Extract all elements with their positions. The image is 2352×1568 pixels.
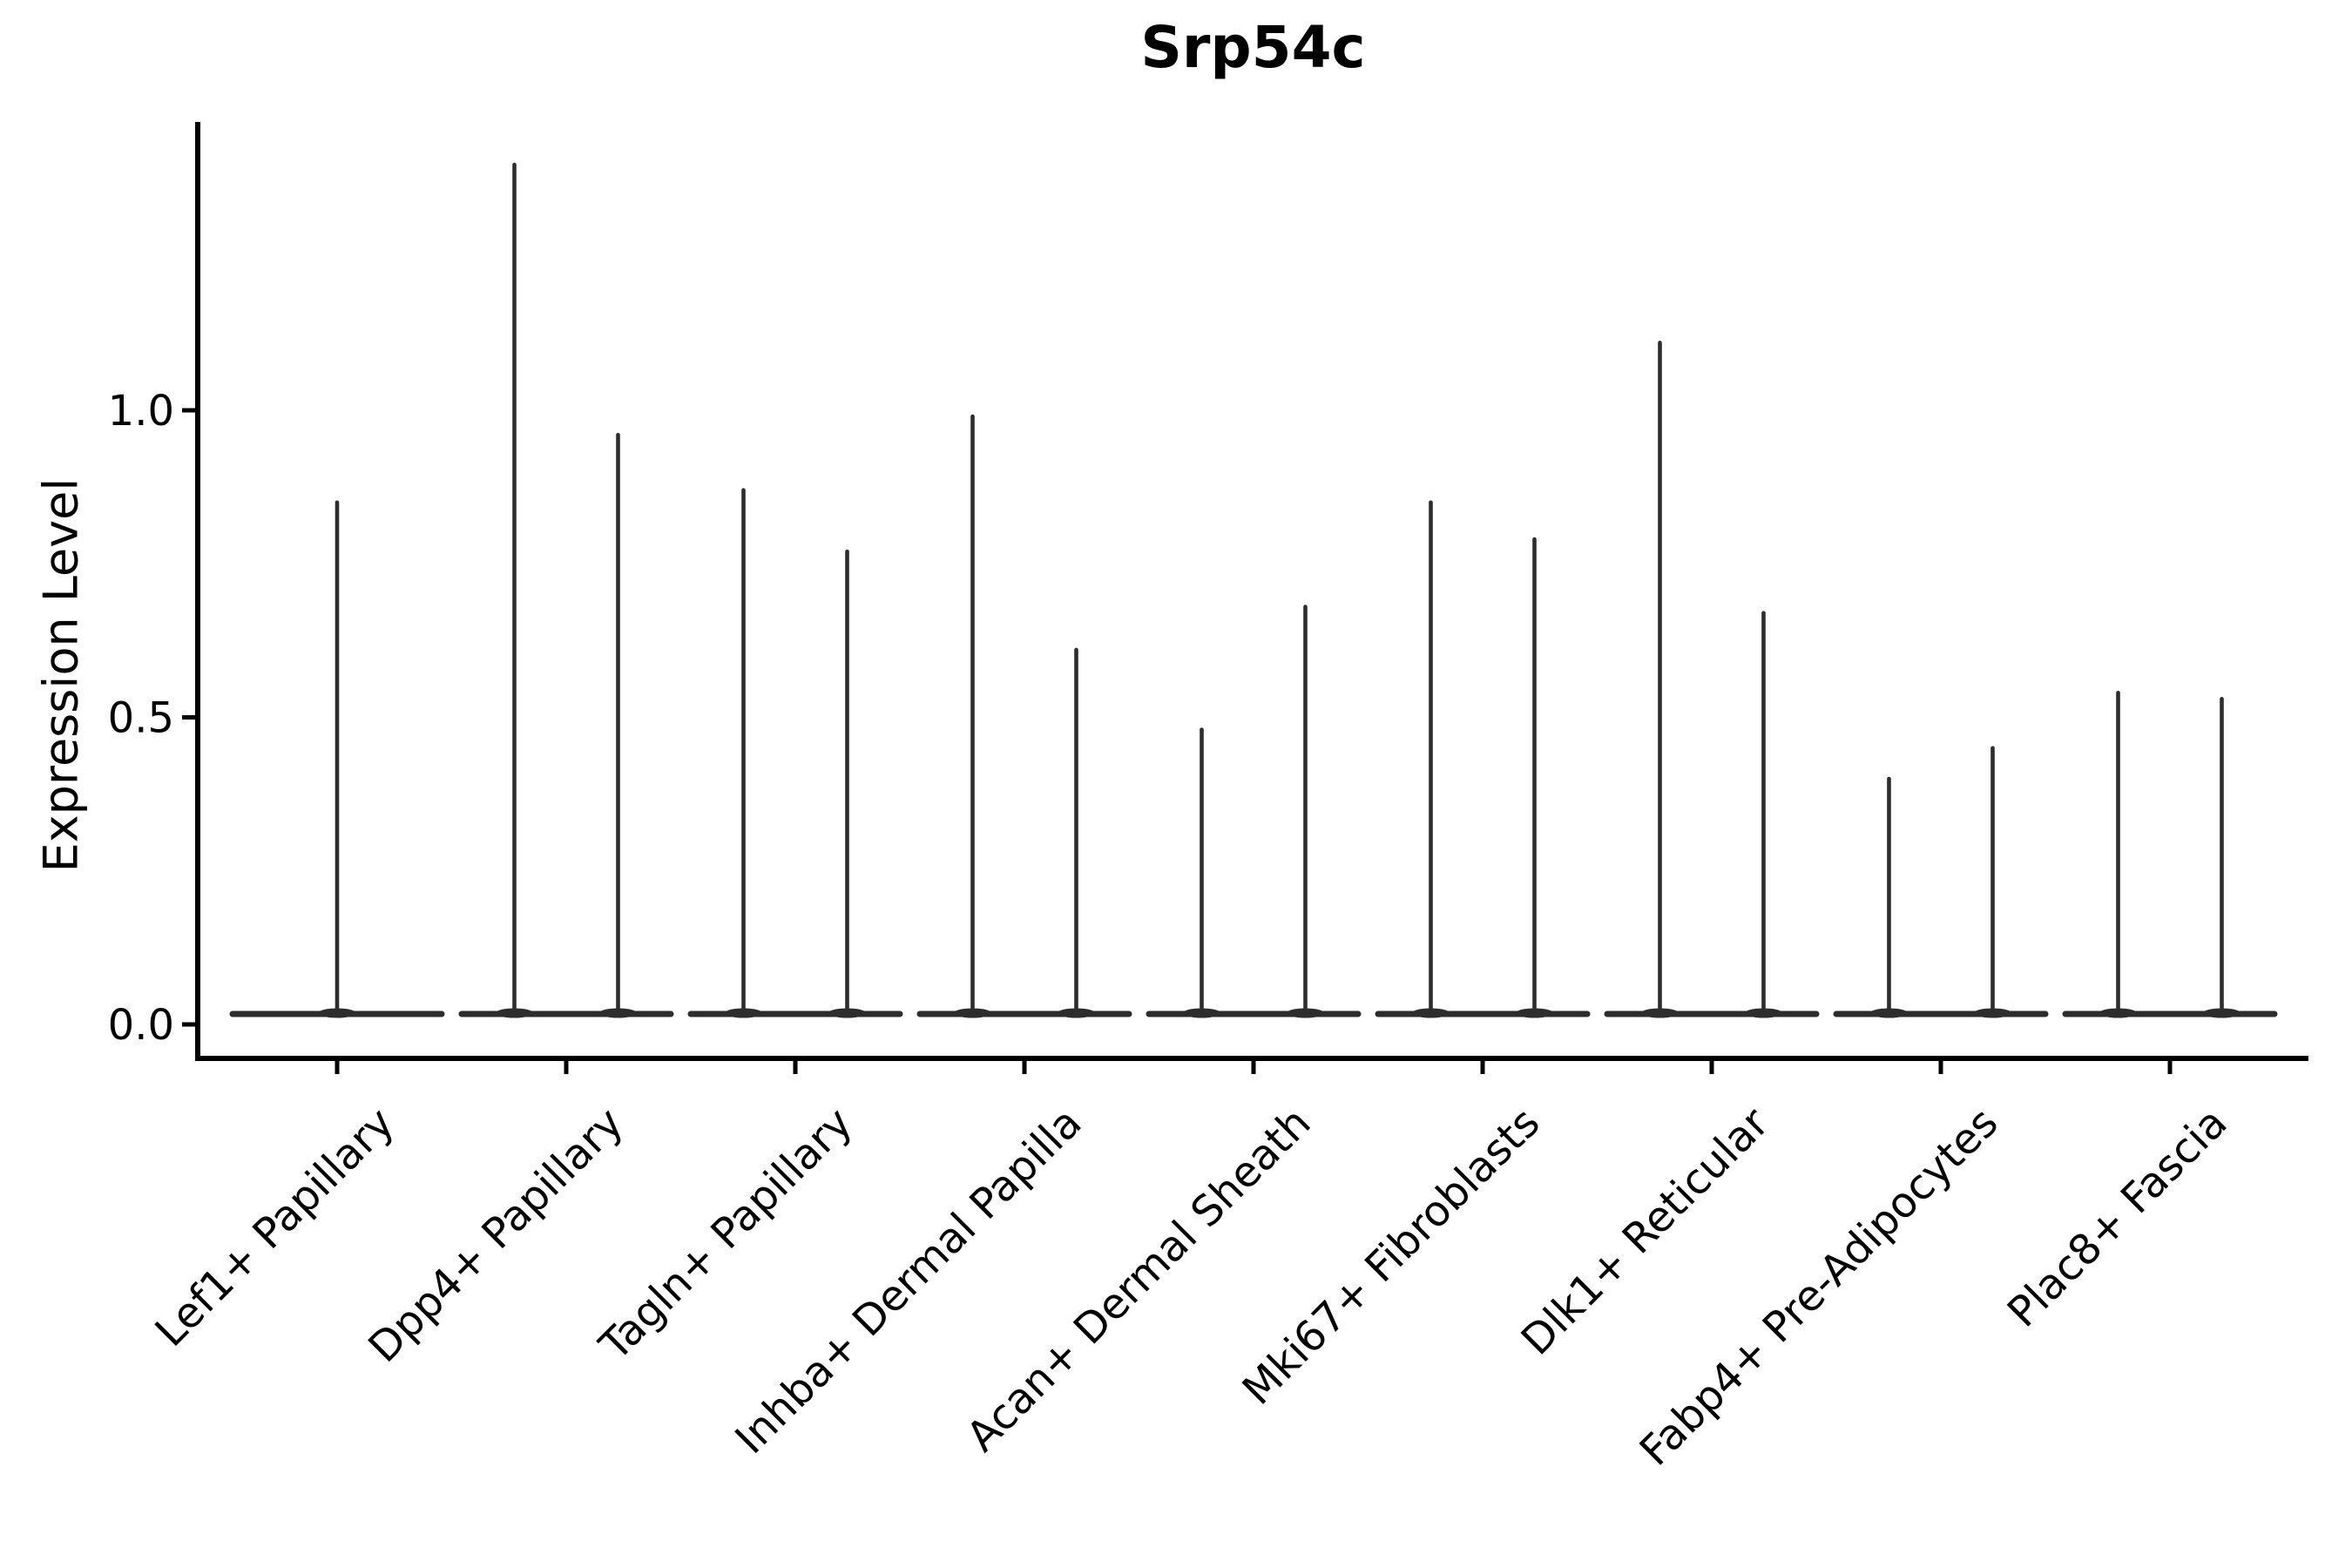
x-tick-label: Dpp4+ Papillary	[359, 1098, 632, 1372]
x-tick-label: Dlk1+ Reticular	[1512, 1098, 1779, 1365]
y-tick-label: 1.0	[108, 387, 174, 436]
violin-base	[1146, 1010, 1362, 1017]
violin-base	[687, 1010, 903, 1017]
x-tick-label: Tagln+ Papillary	[590, 1098, 862, 1370]
violin-base	[1375, 1010, 1591, 1017]
violin-base	[458, 1010, 674, 1017]
violin-base	[1604, 1010, 1820, 1017]
y-tick-label: 0.0	[108, 1001, 174, 1050]
violin-base	[2062, 1010, 2278, 1017]
x-tick-label: Lef1+ Papillary	[146, 1098, 404, 1356]
x-tick-label: Plac8+ Fascia	[1998, 1098, 2237, 1337]
y-axis-label: Expression Level	[33, 477, 89, 873]
y-tick-label: 0.5	[108, 694, 174, 743]
violin-base	[1833, 1010, 2049, 1017]
chart-title: Srp54c	[1140, 14, 1366, 81]
violin-base	[916, 1010, 1132, 1017]
